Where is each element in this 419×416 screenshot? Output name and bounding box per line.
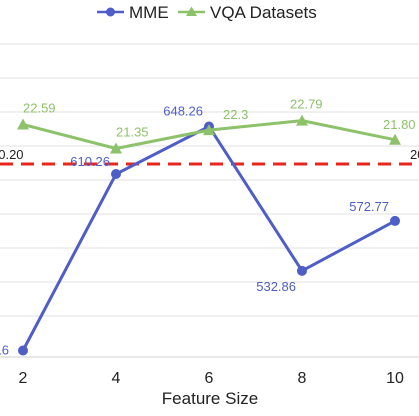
gridlines <box>0 43 419 317</box>
x-axis: 2 4 6 8 10 <box>0 356 419 387</box>
reference-label-left: 20.20 <box>0 147 24 162</box>
x-axis-title: Feature Size <box>162 389 258 408</box>
x-tick-label-10: 10 <box>386 370 404 387</box>
data-label-vqa-8: 22.79 <box>290 97 323 112</box>
x-tick-label-4: 4 <box>112 370 121 387</box>
point-mme-2 <box>18 345 28 356</box>
data-label-mme-8: 532.86 <box>256 279 296 294</box>
legend-vqa-label: VQA Datasets <box>210 3 317 22</box>
data-label-mme-4: 610.26 <box>70 154 110 169</box>
data-labels-group: 469.16 610.26 648.26 532.86 572.77 22.59 21.35… <box>0 97 416 358</box>
point-vqa-10 <box>389 133 401 145</box>
reference-label-right: 20.20 <box>410 147 419 162</box>
data-label-vqa-10: 21.80 <box>383 117 416 132</box>
x-tick-label-8: 8 <box>298 370 307 387</box>
data-label-mme-2: 469.16 <box>0 343 9 358</box>
series-group <box>17 114 401 356</box>
legend: MME VQA Datasets <box>97 3 317 22</box>
data-label-mme-10: 572.77 <box>349 199 389 214</box>
point-mme-4 <box>111 169 121 180</box>
x-tick-label-6: 6 <box>205 370 214 387</box>
legend-mme-label: MME <box>129 3 169 22</box>
point-mme-8 <box>297 265 307 276</box>
point-vqa-6 <box>203 124 215 136</box>
point-vqa-2 <box>17 118 29 130</box>
point-mme-10 <box>390 215 400 226</box>
point-vqa-8 <box>296 114 308 126</box>
reference-line-group: 20.20 20.20 <box>0 147 419 166</box>
data-label-mme-6: 648.26 <box>163 104 203 119</box>
legend-vqa-marker <box>186 6 197 16</box>
data-label-vqa-2: 22.59 <box>23 101 56 116</box>
x-tick-label-2: 2 <box>19 370 28 387</box>
point-vqa-4 <box>110 142 122 154</box>
data-label-vqa-4: 21.35 <box>116 125 149 140</box>
legend-mme-marker <box>106 7 115 17</box>
data-label-vqa-6: 22.3 <box>223 107 248 122</box>
